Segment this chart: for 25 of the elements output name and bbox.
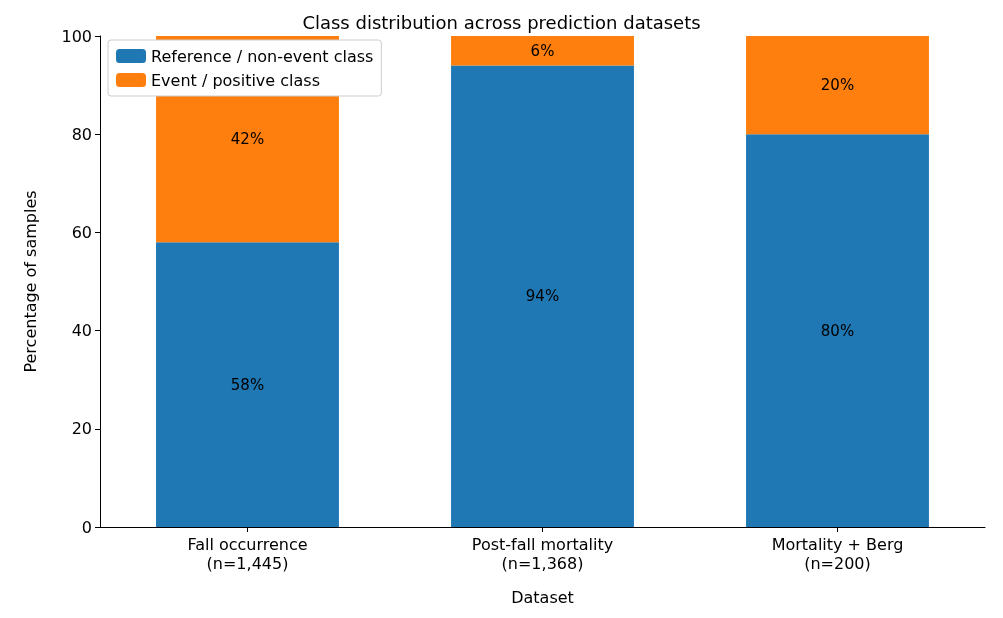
- y-tick-label: 100: [61, 26, 92, 46]
- data-label: 6%: [530, 41, 555, 60]
- y-tick-label: 0: [81, 517, 92, 537]
- y-axis-title: Percentage of samples: [20, 190, 40, 373]
- y-tick-label: 80: [71, 124, 92, 144]
- y-tick-label: 60: [71, 222, 92, 242]
- data-label: 80%: [820, 321, 855, 340]
- x-tick-label: Post-fall mortality (n=1,368): [471, 535, 614, 573]
- data-label: 42%: [230, 130, 265, 149]
- bar: [451, 36, 634, 66]
- legend-label: Reference / non-event class: [151, 46, 374, 66]
- chart-title: Class distribution across prediction datasets: [302, 11, 701, 33]
- bar: [156, 242, 339, 527]
- bar: [451, 65, 634, 527]
- data-label: 94%: [525, 287, 560, 306]
- bar: [746, 134, 929, 527]
- x-tick-label: Fall occurrence (n=1,445): [187, 535, 308, 573]
- x-axis-title: Dataset: [511, 587, 574, 607]
- data-label: 58%: [230, 375, 265, 394]
- bar: [746, 36, 929, 135]
- y-tick-label: 20: [71, 419, 92, 439]
- data-label: 20%: [820, 76, 855, 95]
- y-tick-label: 40: [71, 321, 92, 341]
- x-tick-label: Mortality + Berg (n=200): [771, 535, 904, 573]
- legend-label: Event / positive class: [151, 70, 320, 90]
